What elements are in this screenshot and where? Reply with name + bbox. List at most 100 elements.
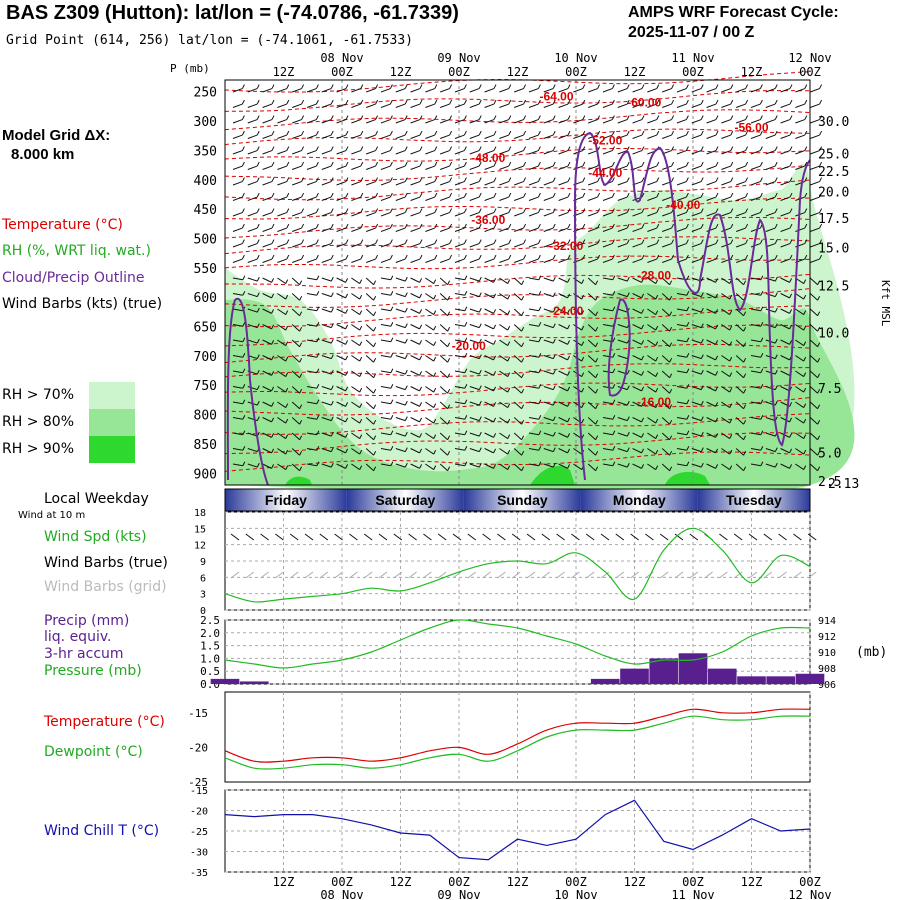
barb-shaft xyxy=(425,417,434,424)
barb-feather xyxy=(523,115,527,120)
wind-barb-grid xyxy=(704,571,713,579)
barb-shaft xyxy=(484,448,494,454)
windchill-tick-label: -15 xyxy=(190,786,208,797)
barb-feather xyxy=(743,311,747,316)
barb-feather xyxy=(626,400,630,406)
barb-feather xyxy=(759,161,763,167)
barb-shaft xyxy=(706,227,717,232)
wind-barb-true xyxy=(645,533,654,541)
barb-shaft xyxy=(780,386,790,392)
barb-shaft xyxy=(306,463,317,467)
pressure-tick-label: 550 xyxy=(194,262,217,277)
barb-feather xyxy=(507,325,511,331)
wind-barb-grid xyxy=(659,571,669,579)
barb-shaft xyxy=(232,339,243,343)
wind-barb-true xyxy=(230,533,240,541)
barb-shaft xyxy=(736,196,746,201)
barb-feather xyxy=(538,384,542,389)
barb-feather xyxy=(359,403,363,408)
barb-shaft xyxy=(336,88,347,93)
barb-feather xyxy=(493,324,497,330)
barb-feather xyxy=(626,239,630,244)
temp-tick-label: -25 xyxy=(188,776,208,789)
barb-feather xyxy=(581,341,585,346)
barb-shaft xyxy=(676,119,687,124)
barb-feather xyxy=(271,177,275,182)
barb-shaft xyxy=(440,258,450,263)
barb-shaft xyxy=(558,308,568,314)
barb-shaft xyxy=(676,103,687,108)
barb-feather xyxy=(803,387,807,393)
barb-feather xyxy=(552,192,556,198)
dewpoint-line xyxy=(224,715,811,770)
barb-feather xyxy=(508,177,512,182)
barb-shaft xyxy=(691,463,702,468)
wind-barb-true xyxy=(497,533,506,541)
barb-feather xyxy=(730,192,734,198)
barb-shaft xyxy=(558,196,569,201)
barb-shaft xyxy=(380,324,391,327)
barb-shaft xyxy=(380,119,391,124)
barb-feather xyxy=(743,280,747,285)
barb-shaft xyxy=(425,88,435,93)
barb-feather xyxy=(567,402,571,407)
barb-shaft xyxy=(691,448,702,453)
barb-feather xyxy=(315,99,319,105)
barb-feather xyxy=(567,386,571,392)
barb-feather xyxy=(745,161,749,167)
barb-feather xyxy=(389,254,393,260)
barb-shaft xyxy=(514,165,524,170)
barb-feather xyxy=(656,223,660,229)
barb-shaft xyxy=(336,386,346,392)
barb-feather xyxy=(390,446,394,451)
barb-feather xyxy=(256,177,260,182)
barb-shaft xyxy=(632,258,643,263)
top-time-tick: 00Z xyxy=(448,65,470,79)
barb-shaft xyxy=(440,196,450,201)
barb-shaft xyxy=(765,463,776,468)
barb-feather xyxy=(700,354,704,359)
barb-feather xyxy=(789,448,793,454)
barb-shaft xyxy=(499,324,508,331)
barb-feather xyxy=(493,464,497,469)
barb-shaft xyxy=(662,196,672,201)
barb-shaft xyxy=(795,448,804,455)
barb-feather xyxy=(774,338,778,344)
wind-barb-true xyxy=(245,533,255,541)
barb-shaft xyxy=(439,370,448,379)
barb-feather xyxy=(595,466,599,471)
barb-shaft xyxy=(528,134,539,139)
barb-shaft xyxy=(425,432,434,440)
barb-feather xyxy=(641,161,645,167)
barb-shaft xyxy=(765,448,776,453)
barb-feather xyxy=(286,84,290,89)
barb-shaft xyxy=(454,150,465,155)
barb-shaft xyxy=(706,293,716,299)
barb-shaft xyxy=(232,134,243,139)
barb-shaft xyxy=(588,227,598,232)
barb-feather xyxy=(359,294,363,300)
precip-tick-label: 1.5 xyxy=(200,640,220,653)
isotherm-label: -16.00 xyxy=(637,395,671,409)
bottom-date-label: 12 Nov xyxy=(788,888,831,900)
barb-feather xyxy=(256,400,260,406)
barb-shaft xyxy=(780,308,790,314)
barb-shaft xyxy=(632,134,643,139)
barb-feather xyxy=(595,326,599,332)
barb-shaft xyxy=(277,134,287,139)
barb-shaft xyxy=(780,88,791,93)
barb-shaft xyxy=(810,227,820,232)
barb-shaft xyxy=(588,88,598,93)
barb-feather xyxy=(567,177,571,182)
barb-feather xyxy=(552,177,556,182)
barb-shaft xyxy=(543,432,554,437)
barb-shaft xyxy=(543,212,554,217)
barb-feather xyxy=(626,416,630,421)
barb-shaft xyxy=(351,243,361,248)
barb-shaft xyxy=(395,432,406,437)
barb-feather xyxy=(537,130,541,136)
barb-shaft xyxy=(543,277,554,282)
barb-feather xyxy=(686,430,690,435)
barb-shaft xyxy=(809,432,818,441)
barb-shaft xyxy=(543,293,554,298)
